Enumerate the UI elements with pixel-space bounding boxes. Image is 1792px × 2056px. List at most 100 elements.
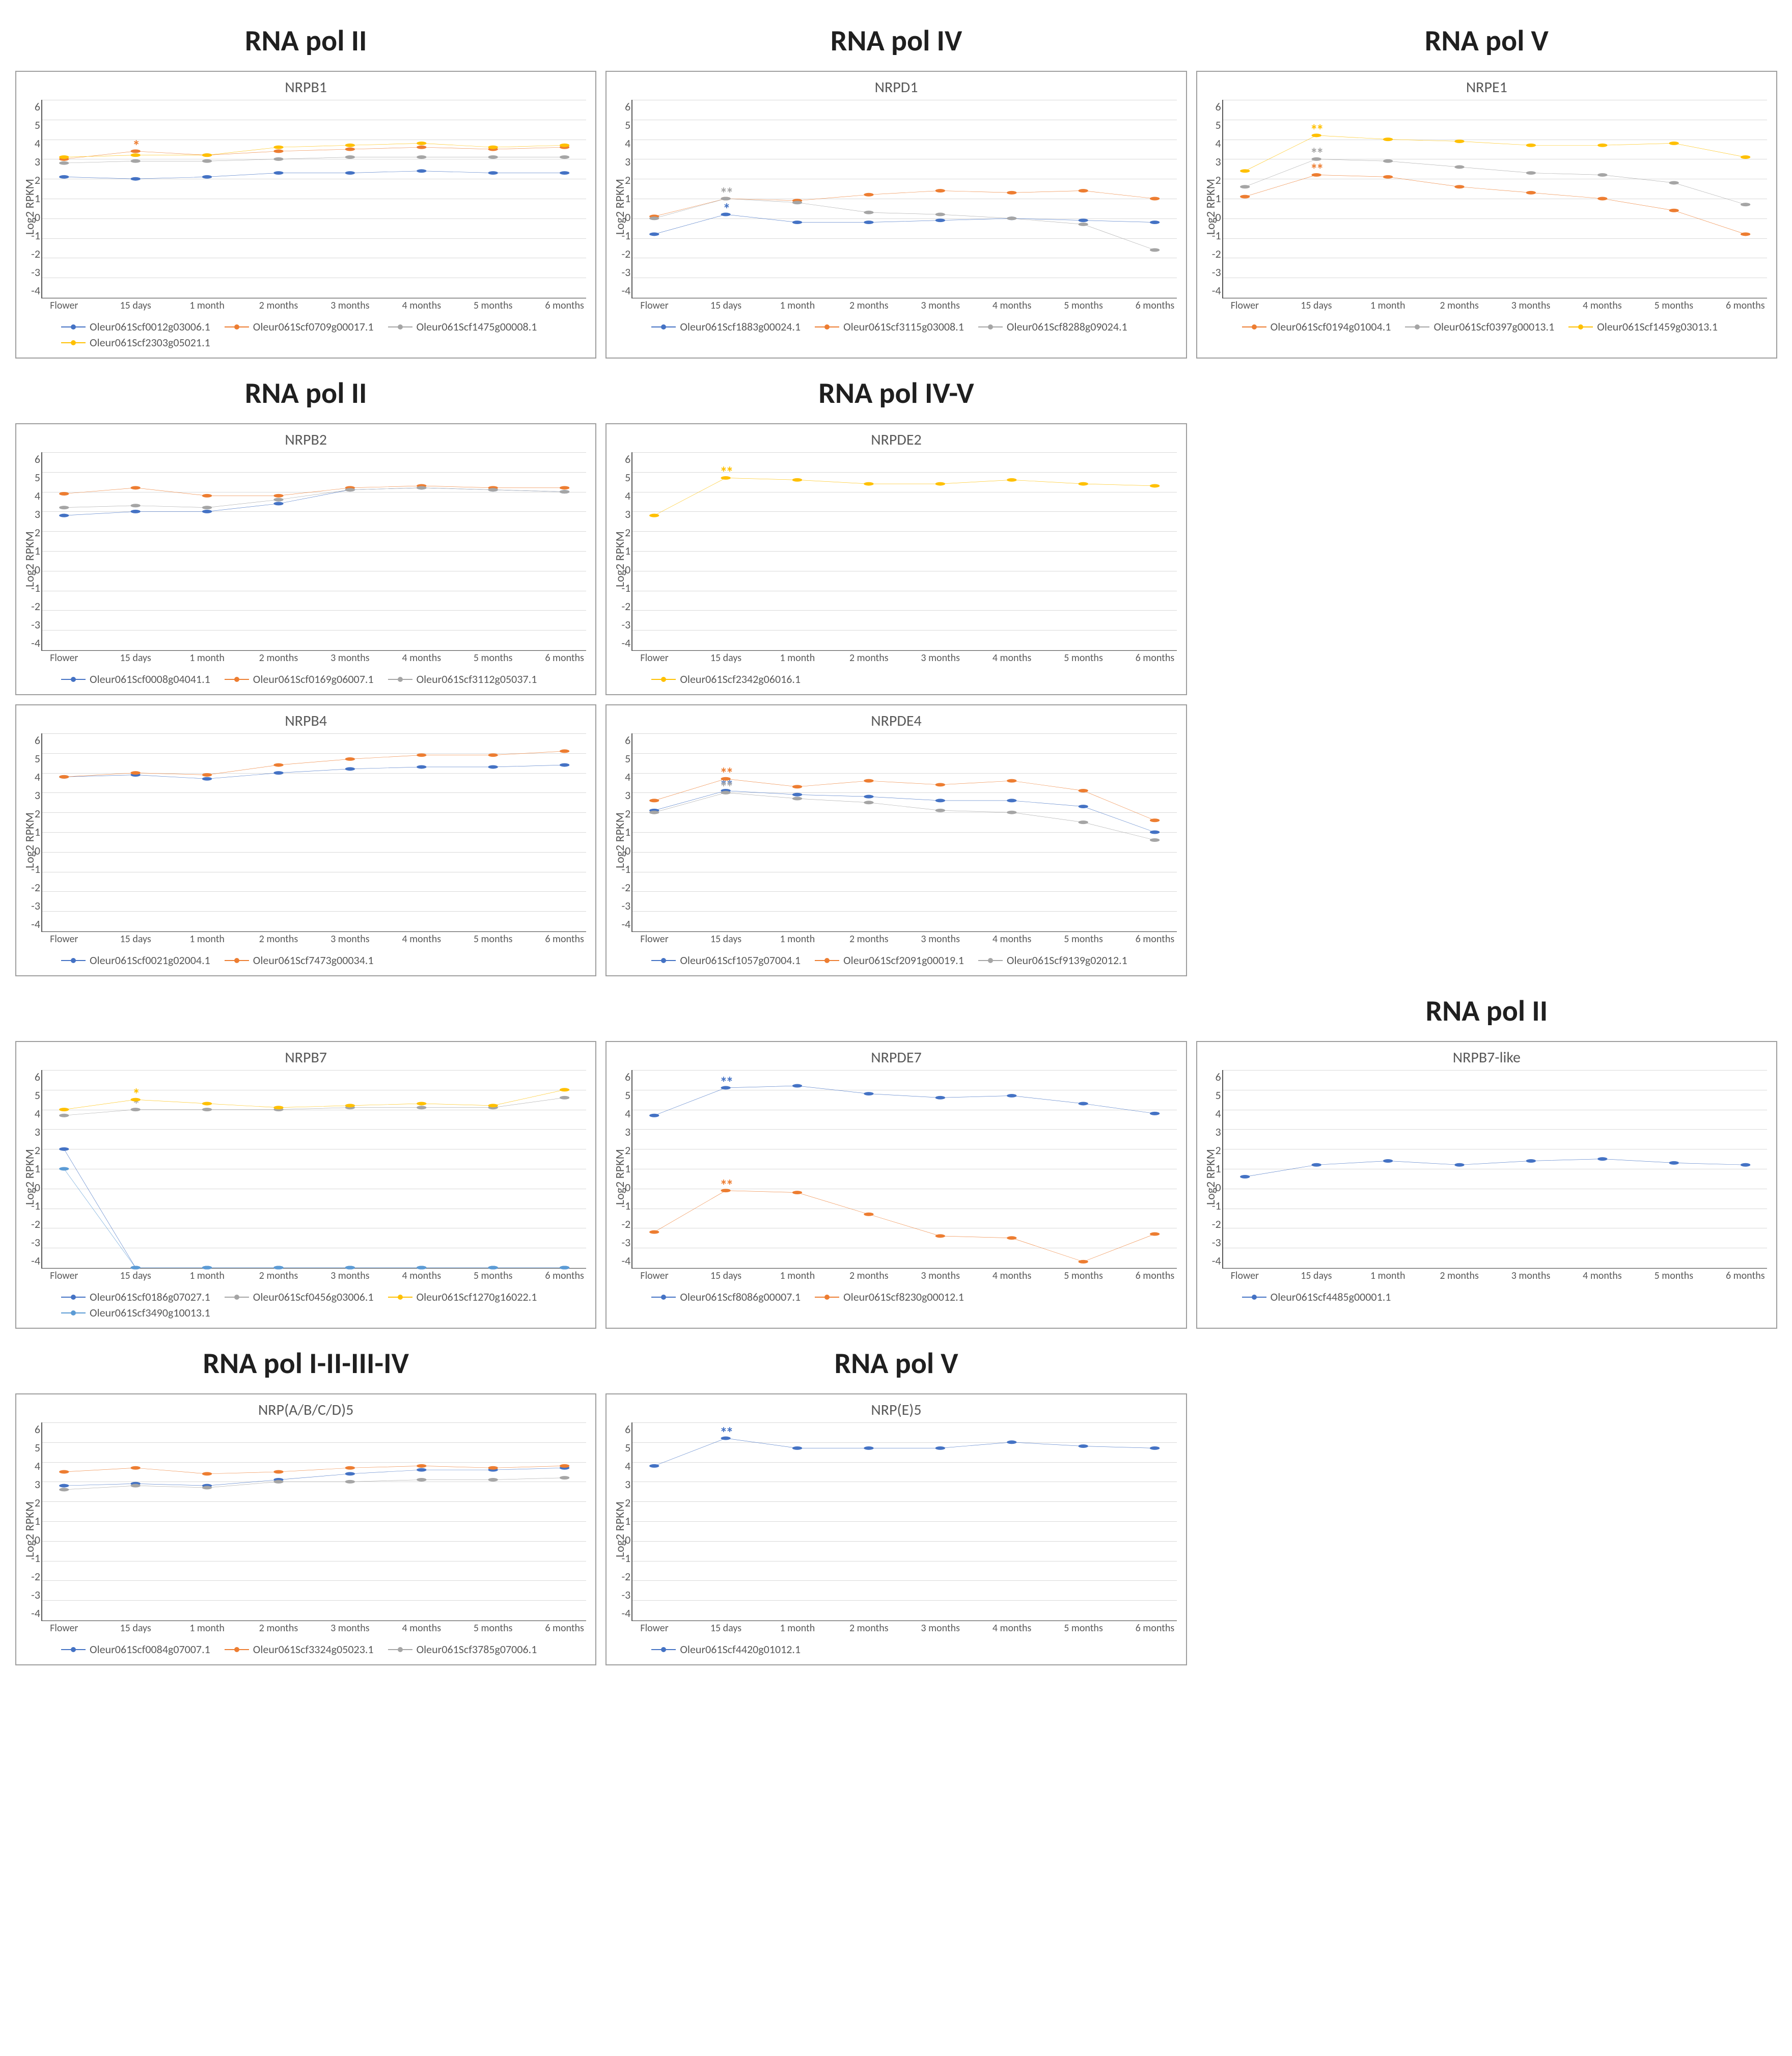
series-marker xyxy=(864,211,874,214)
series-marker xyxy=(935,189,945,193)
series-marker xyxy=(131,1466,141,1470)
x-ticks: Flower15 days1 month2 months3 months4 mo… xyxy=(42,652,586,667)
empty-cell xyxy=(1196,1338,1777,1384)
legend-label: Oleur061Scf8086g00007.1 xyxy=(680,1290,801,1304)
legend-item: Oleur061Scf0456g03006.1 xyxy=(225,1290,374,1304)
series-marker xyxy=(864,1092,874,1095)
series-marker xyxy=(864,482,874,486)
series-marker xyxy=(792,1084,802,1088)
series-marker xyxy=(417,1102,426,1105)
panel-nrpb2: NRPB2Log2 RPKM6543210-1-2-3-4Flower15 da… xyxy=(15,423,596,695)
series-marker xyxy=(345,1480,355,1484)
series-marker xyxy=(417,146,426,149)
series-marker xyxy=(1150,1446,1160,1450)
series-marker xyxy=(59,1484,69,1488)
empty-cell xyxy=(1196,423,1777,695)
series-marker xyxy=(560,171,569,175)
series-marker xyxy=(1741,232,1750,236)
chart-area: Log2 RPKM6543210-1-2-3-4Flower15 days1 m… xyxy=(611,733,1181,947)
legend-label: Oleur061Scf0456g03006.1 xyxy=(253,1290,374,1304)
heading-rna-pol-v-2: RNA pol V xyxy=(605,1338,1187,1384)
series-marker xyxy=(202,1108,212,1111)
legend-label: Oleur061Scf4420g01012.1 xyxy=(680,1642,801,1656)
chart-area: Log2 RPKM6543210-1-2-3-4Flower15 days1 m… xyxy=(611,1422,1181,1636)
series-marker xyxy=(1079,1260,1088,1264)
series-marker xyxy=(1383,175,1393,179)
series-marker xyxy=(131,177,141,181)
series-marker xyxy=(202,777,212,781)
legend-item: Oleur061Scf9139g02012.1 xyxy=(978,953,1127,967)
x-ticks: Flower15 days1 month2 months3 months4 mo… xyxy=(42,933,586,948)
panel-title: NRPB7-like xyxy=(1201,1048,1772,1067)
series-marker xyxy=(1240,195,1250,199)
legend: Oleur061Scf1057g07004.1 Oleur061Scf2091g0… xyxy=(611,947,1181,969)
legend-item: Oleur061Scf1057g07004.1 xyxy=(651,953,801,967)
series-marker xyxy=(1669,181,1678,184)
chart-area: Log2 RPKM6543210-1-2-3-4Flower15 days1 m… xyxy=(1201,100,1772,314)
series-marker xyxy=(792,785,802,788)
panel-title: NRPE1 xyxy=(1201,78,1772,97)
chart-lines xyxy=(1223,1070,1767,1268)
series-line xyxy=(654,190,1155,216)
panel-nrpd1: NRPD1Log2 RPKM6543210-1-2-3-4Flower15 da… xyxy=(605,71,1187,359)
x-ticks: Flower15 days1 month2 months3 months4 mo… xyxy=(632,652,1176,667)
series-marker xyxy=(202,159,212,163)
series-marker xyxy=(131,1108,141,1111)
legend-item: Oleur061Scf0021g02004.1 xyxy=(61,953,210,967)
plot-area: 6543210-1-2-3-4Flower15 days1 month2 mon… xyxy=(631,1070,1176,1269)
legend-item: Oleur061Scf8288g09024.1 xyxy=(978,320,1127,334)
panel-title: NRPB4 xyxy=(20,711,591,730)
series-marker xyxy=(1079,223,1088,226)
series-marker xyxy=(649,1230,659,1234)
series-marker xyxy=(792,221,802,224)
series-marker xyxy=(1311,133,1321,137)
series-marker xyxy=(417,753,426,757)
series-marker xyxy=(1150,221,1160,224)
legend: Oleur061Scf4485g00001.1 xyxy=(1201,1284,1772,1306)
series-marker xyxy=(488,171,498,175)
series-marker xyxy=(1597,1157,1607,1161)
legend-label: Oleur061Scf8288g09024.1 xyxy=(1007,320,1127,334)
y-ticks: 6543210-1-2-3-4 xyxy=(597,733,630,931)
legend-item: Oleur061Scf3785g07006.1 xyxy=(388,1642,537,1656)
legend-item: Oleur061Scf4485g00001.1 xyxy=(1242,1290,1391,1304)
series-marker xyxy=(202,175,212,179)
legend-label: Oleur061Scf2342g06016.1 xyxy=(680,672,801,686)
plot-area: 6543210-1-2-3-4Flower15 days1 month2 mon… xyxy=(41,1422,586,1621)
series-marker xyxy=(1669,142,1678,145)
legend-item: Oleur061Scf2091g00019.1 xyxy=(815,953,964,967)
series-marker xyxy=(131,1484,141,1488)
series-marker xyxy=(935,1234,945,1238)
panel-title: NRPB7 xyxy=(20,1048,591,1067)
series-marker xyxy=(864,779,874,783)
series-marker xyxy=(345,767,355,771)
legend-item: Oleur061Scf1475g00008.1 xyxy=(388,320,537,334)
series-marker xyxy=(417,155,426,159)
series-marker xyxy=(560,1096,569,1100)
panel-title: NRP(A/B/C/D)5 xyxy=(20,1401,591,1419)
series-marker xyxy=(1240,185,1250,188)
chart-area: Log2 RPKM6543210-1-2-3-4Flower15 days1 m… xyxy=(1201,1070,1772,1284)
series-marker xyxy=(560,749,569,753)
series-line xyxy=(654,779,1155,820)
legend-item: Oleur061Scf2342g06016.1 xyxy=(651,672,801,686)
legend-item: Oleur061Scf0169g06007.1 xyxy=(225,672,374,686)
series-marker xyxy=(864,221,874,224)
x-ticks: Flower15 days1 month2 months3 months4 mo… xyxy=(1223,299,1767,315)
panel-nrpabcd5: NRP(A/B/C/D)5Log2 RPKM6543210-1-2-3-4Flo… xyxy=(15,1393,596,1665)
legend-label: Oleur061Scf3490g10013.1 xyxy=(90,1306,210,1320)
series-marker xyxy=(721,197,731,201)
series-marker xyxy=(864,193,874,197)
series-marker xyxy=(649,811,659,814)
series-marker xyxy=(649,514,659,517)
legend: Oleur061Scf2342g06016.1 xyxy=(611,666,1181,688)
series-marker xyxy=(1383,1159,1393,1163)
plot-area: 6543210-1-2-3-4Flower15 days1 month2 mon… xyxy=(631,452,1176,651)
series-marker xyxy=(273,1470,283,1474)
series-marker xyxy=(59,1470,69,1474)
panel-title: NRPB1 xyxy=(20,78,591,97)
chart-area: Log2 RPKM6543210-1-2-3-4Flower15 days1 m… xyxy=(20,452,591,666)
series-marker xyxy=(1150,484,1160,487)
series-marker xyxy=(59,155,69,159)
chart-area: Log2 RPKM6543210-1-2-3-4Flower15 days1 m… xyxy=(611,452,1181,666)
